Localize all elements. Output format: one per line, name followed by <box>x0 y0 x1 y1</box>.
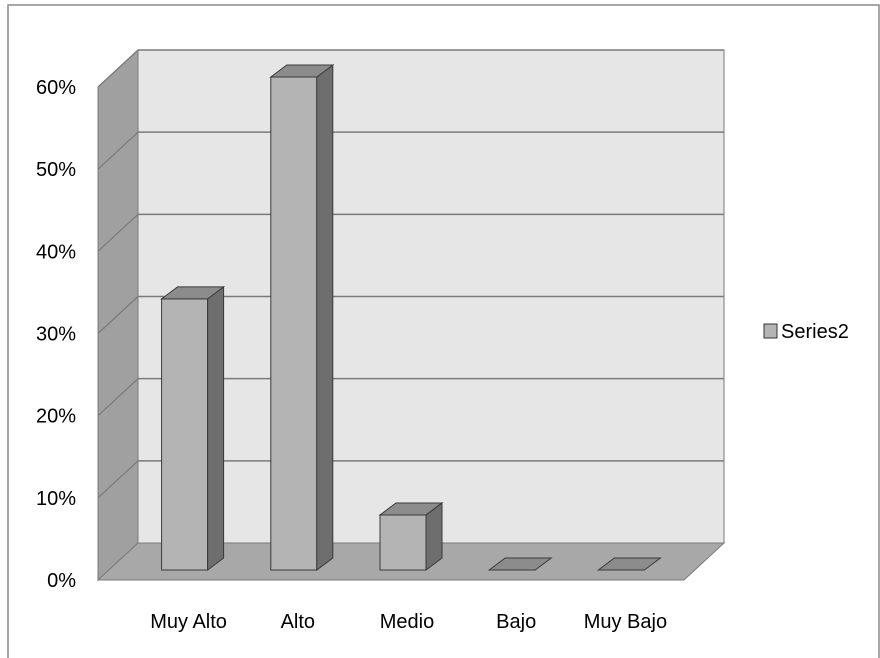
y-tick-label: 40% <box>36 241 76 263</box>
bar-front <box>379 514 427 571</box>
y-tick-label: 30% <box>36 324 76 346</box>
gridline-side <box>97 460 139 499</box>
y-tick-label: 60% <box>36 77 76 99</box>
y-tick-label: 10% <box>36 488 76 510</box>
gridlines <box>97 49 724 499</box>
x-tick-label: Alto <box>281 611 315 633</box>
gridline-side <box>97 378 139 417</box>
x-tick-label: Muy Bajo <box>584 611 667 633</box>
bar-top <box>596 557 662 571</box>
y-tick-label: 0% <box>47 570 76 592</box>
bar-side <box>316 64 334 571</box>
gridline-side <box>97 213 139 252</box>
legend-swatch <box>763 323 778 339</box>
bar <box>378 501 444 571</box>
bar-side <box>207 285 225 571</box>
gridline-side <box>97 296 139 334</box>
x-tick-label: Medio <box>380 611 434 633</box>
bar-front <box>270 76 318 571</box>
gridline-side <box>97 131 139 170</box>
bars <box>160 64 662 571</box>
y-axis-ticks: 0% 10% 20% 30% 40% 50% 60% <box>36 77 76 592</box>
legend-label: Series2 <box>781 321 849 343</box>
x-tick-label: Muy Alto <box>150 611 227 633</box>
bar-front <box>161 298 209 571</box>
legend: Series2 <box>763 321 849 343</box>
bar-top <box>160 286 226 300</box>
bar-top <box>378 502 444 516</box>
bar-top <box>269 64 335 78</box>
y-tick-label: 50% <box>36 159 76 181</box>
bar <box>596 557 662 571</box>
y-tick-label: 20% <box>36 406 76 428</box>
bar <box>160 285 226 571</box>
x-tick-label: Bajo <box>496 611 536 633</box>
bar <box>269 64 335 571</box>
bar <box>487 557 553 571</box>
bar-top <box>487 557 553 571</box>
x-axis-ticks: Muy Alto Alto Medio Bajo Muy Bajo <box>150 611 667 633</box>
gridline-side <box>97 49 139 88</box>
